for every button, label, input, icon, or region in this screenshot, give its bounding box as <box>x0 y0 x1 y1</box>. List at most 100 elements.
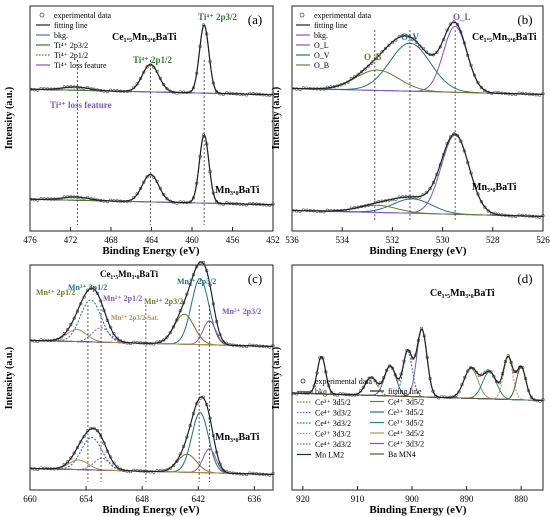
panel-b-label: (b) <box>517 12 532 27</box>
data-point <box>489 370 493 374</box>
panel-d-plot <box>291 326 545 403</box>
panel-a-ann-loss: Ti⁴⁺ loss feature <box>50 100 112 110</box>
panel-b-xlabel: Binding Energy (eV) <box>369 245 467 257</box>
fitting-line <box>29 396 274 475</box>
panel-a-plot <box>29 23 275 225</box>
data-point <box>455 133 460 137</box>
panel-a: (a) 476 472 468 464 460 456 452 Binding Energy… <box>4 5 280 257</box>
data-point <box>162 82 166 87</box>
legend-label: Mn LM2 <box>315 451 344 460</box>
panel-c-xlabel: Binding Energy (eV) <box>102 504 200 516</box>
panel-b-ylabel: Intensity (a.u.) <box>271 87 282 150</box>
data-point <box>435 50 439 54</box>
x-tick-label: 456 <box>226 235 240 245</box>
panel-a-ann-p32: Ti⁴⁺ 2p3/2 <box>198 12 238 22</box>
x-tick-label: 452 <box>266 235 280 245</box>
panel-d-xlabel: Binding Energy (eV) <box>369 504 467 516</box>
legend-label: fitting line <box>54 21 88 30</box>
data-point <box>165 87 169 91</box>
x-tick-label: 468 <box>104 235 118 245</box>
x-tick-label: 476 <box>23 235 37 245</box>
x-tick-label: 636 <box>248 494 262 504</box>
data-point <box>165 197 169 201</box>
data-point <box>428 186 432 191</box>
panel-d-x-ticks: 920 910 900 890 880 <box>296 486 528 504</box>
data-point <box>72 451 76 455</box>
data-point <box>271 344 275 348</box>
panel-d-label: (d) <box>517 271 532 286</box>
x-tick-label: 642 <box>191 494 205 504</box>
data-point <box>387 43 391 47</box>
legend-marker <box>39 12 45 18</box>
data-point <box>271 472 275 476</box>
panel-a-sample-top: Ce₁.₅Mn₃.₀BaTi <box>112 32 177 43</box>
data-point <box>541 398 545 402</box>
panel-d-ylabel: Intensity (a.u.) <box>271 347 282 410</box>
panel-c-label: (c) <box>248 271 262 286</box>
data-point <box>483 205 487 209</box>
legend-label: Ce³⁺ 3d5/2 <box>388 419 424 428</box>
data-point <box>115 336 119 340</box>
data-point <box>380 50 384 54</box>
data-point <box>541 214 545 218</box>
panel-c-ann-mn3-p12: Mn³⁺ 2p1/2 <box>68 283 107 292</box>
data-point <box>359 70 364 74</box>
legend-label: Ti⁴⁺ 2p1/2 <box>54 51 88 60</box>
x-tick-label: 880 <box>514 494 528 504</box>
legend-label: Ce⁴⁺ 3d3/2 <box>315 419 351 428</box>
panel-a-ylabel: Intensity (a.u.) <box>4 87 15 150</box>
legend-label: experimental data <box>314 11 372 20</box>
fitting-line <box>291 328 544 402</box>
fitting-line <box>291 21 544 95</box>
x-tick-label: 460 <box>185 235 199 245</box>
data-point <box>145 65 149 69</box>
panel-c-sample-top: Ce₁.₅Mn₃.₀BaTi <box>100 269 159 279</box>
panel-d: (d) 920 910 900 890 880 Binding Energy (eV) … <box>271 264 545 516</box>
panel-b-sample-bottom: Mn₃.₀BaTi <box>472 182 517 193</box>
panel-c-plot <box>29 261 275 482</box>
data-point <box>411 37 415 41</box>
data-point <box>367 376 371 380</box>
panel-a-ann-p12: Ti⁴⁺ 2p1/2 <box>133 55 173 65</box>
x-tick-label: 464 <box>145 235 159 245</box>
panel-c-frame <box>29 264 274 491</box>
x-tick-label: 910 <box>351 494 365 504</box>
x-tick-label: 536 <box>285 235 299 245</box>
legend-label: bkg. <box>314 31 328 40</box>
panel-b-ann-OL: O_L <box>453 12 471 22</box>
panel-b-sample-top: Ce₁.₅Mn₃.₀BaTi <box>472 32 537 43</box>
panel-a-frame <box>29 5 274 232</box>
panel-c-sample-bottom: Mn₃.₀BaTi <box>215 432 260 443</box>
data-point <box>541 92 545 96</box>
data-point <box>165 335 169 339</box>
panel-d-sample: Ce₁.₅Mn₃.₀BaTi <box>430 288 495 299</box>
legend-label: Ce³⁺ 3d5/2 <box>315 398 351 407</box>
legend-label: Ce⁴⁺ 3d5/2 <box>388 429 424 438</box>
legend-label: Ti⁴⁺ 2p3/2 <box>54 41 88 50</box>
fitting-line <box>29 261 274 347</box>
data-point <box>390 366 395 370</box>
x-tick-label: 890 <box>460 494 474 504</box>
legend-label: O_V <box>314 51 330 60</box>
legend-marker <box>300 378 306 384</box>
panel-c-x-ticks: 660 654 648 642 636 <box>23 486 262 504</box>
panel-c-ann-mn2-sat: Mn²⁺ 2p3/2 Sat. <box>111 314 159 322</box>
x-tick-label: 528 <box>486 235 500 245</box>
x-tick-label: 900 <box>405 494 419 504</box>
panel-b-plot <box>291 20 545 222</box>
panel-b-x-ticks: 536 534 532 530 528 526 <box>285 227 550 245</box>
data-point <box>455 22 460 27</box>
legend-label: Ce⁴⁺ 3d3/2 <box>315 409 351 418</box>
legend-label: fitting line <box>388 387 422 396</box>
legend-label: experimental data <box>54 11 112 20</box>
panel-c-ann-mn3-p32: Mn³⁺ 2p3/2 <box>177 277 216 286</box>
data-point <box>115 465 119 469</box>
data-point <box>162 338 166 342</box>
x-tick-label: 472 <box>64 235 78 245</box>
data-point <box>69 456 73 460</box>
legend-label: Ce⁴⁺ 3d3/2 <box>315 440 351 449</box>
